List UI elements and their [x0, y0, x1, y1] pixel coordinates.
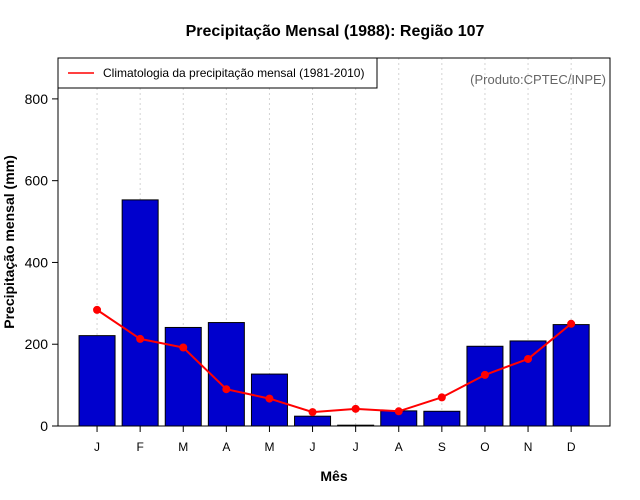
climatology-point — [480, 370, 489, 379]
climatology-point — [136, 334, 145, 343]
y-tick-label: 400 — [25, 254, 49, 270]
bar — [164, 326, 202, 427]
y-tick-label: 800 — [25, 91, 49, 107]
climatology-point — [437, 393, 446, 402]
y-axis-label: Precipitação mensal (mm) — [1, 155, 17, 329]
chart-title: Precipitação Mensal (1988): Região 107 — [186, 23, 485, 40]
legend-box — [57, 57, 378, 89]
y-tick-label: 200 — [25, 336, 49, 352]
climatology-point — [524, 354, 533, 363]
bar — [294, 415, 332, 427]
climatology-line — [96, 309, 572, 414]
bar-series — [78, 199, 590, 427]
x-tick-label: F — [136, 440, 143, 454]
climatology-point — [179, 343, 188, 352]
x-tick-label: J — [310, 440, 316, 454]
credit-text: (Produto:CPTEC/INPE) — [470, 72, 606, 87]
climatology-point — [222, 385, 231, 394]
x-axis-label: Mês — [320, 468, 347, 484]
legend-label: Climatologia da precipitação mensal (198… — [103, 66, 364, 80]
bar — [509, 340, 547, 427]
climatology-line-series — [93, 305, 576, 417]
y-tick-label: 0 — [40, 418, 48, 434]
bar — [423, 410, 461, 427]
x-tick-label: M — [264, 440, 274, 454]
y-axis: 0 200 400 600 800 — [25, 91, 58, 434]
climatology-point — [394, 407, 403, 416]
climatology-point — [93, 305, 102, 314]
x-tick-label: A — [395, 440, 403, 454]
x-tick-label: S — [438, 440, 446, 454]
y-tick-label: 600 — [25, 173, 49, 189]
climatology-point — [567, 319, 576, 328]
bar — [78, 335, 116, 427]
bar — [552, 324, 590, 427]
bar — [466, 345, 504, 427]
climatology-point — [265, 394, 274, 403]
bar — [121, 199, 159, 427]
legend: Climatologia da precipitação mensal (198… — [57, 57, 378, 89]
climatology-point — [308, 408, 317, 417]
bar — [207, 322, 245, 427]
x-tick-label: N — [524, 440, 533, 454]
x-tick-label: O — [480, 440, 489, 454]
x-tick-label: A — [222, 440, 230, 454]
x-tick-label: M — [178, 440, 188, 454]
climatology-point — [351, 404, 360, 413]
x-tick-label: J — [94, 440, 100, 454]
x-tick-label: D — [567, 440, 576, 454]
x-tick-label: J — [353, 440, 359, 454]
